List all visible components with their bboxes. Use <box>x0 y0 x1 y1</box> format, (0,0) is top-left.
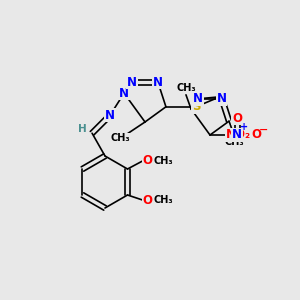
Text: O: O <box>142 154 152 167</box>
Text: N: N <box>105 109 115 122</box>
Text: O: O <box>251 128 261 142</box>
Text: CH₃: CH₃ <box>224 137 244 147</box>
Text: N: N <box>127 76 137 89</box>
Text: CH₃: CH₃ <box>154 195 173 205</box>
Text: NO₂: NO₂ <box>225 128 250 142</box>
Text: N: N <box>153 76 163 89</box>
Text: S: S <box>192 100 200 113</box>
Text: CH₃: CH₃ <box>154 156 173 166</box>
Text: CH₃: CH₃ <box>176 83 196 93</box>
Text: +: + <box>240 122 248 132</box>
Text: O: O <box>232 112 242 124</box>
Text: O: O <box>142 194 152 206</box>
Text: CH₃: CH₃ <box>110 133 130 143</box>
Text: −: − <box>259 125 269 135</box>
Text: N: N <box>217 92 227 105</box>
Text: N: N <box>193 92 203 105</box>
Text: N: N <box>232 128 242 142</box>
Text: H: H <box>78 124 86 134</box>
Text: N: N <box>119 87 129 100</box>
